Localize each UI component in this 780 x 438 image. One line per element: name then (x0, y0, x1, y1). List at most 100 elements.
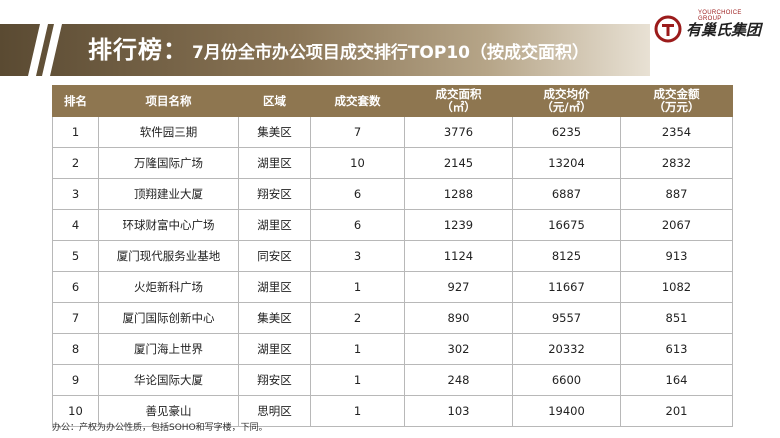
table-cell: 顶翔建业大厦 (98, 178, 239, 210)
table-cell: 7 (310, 116, 405, 148)
table-cell: 10 (310, 147, 405, 179)
footnote: 办公：产权为办公性质，包括SOHO和写字楼，下同。 (52, 423, 268, 433)
table-cell: 1 (52, 116, 99, 148)
table-cell: 5 (52, 240, 99, 272)
column-header: 排名 (52, 85, 99, 117)
table-cell: 环球财富中心广场 (98, 209, 239, 241)
table-cell: 1239 (404, 209, 513, 241)
table-cell: 1 (310, 333, 405, 365)
table-cell: 851 (620, 302, 733, 334)
title-sub: 7月份全市办公项目成交排行TOP10（按成交面积） (192, 43, 589, 63)
table-cell: 火炬新科广场 (98, 271, 239, 303)
table-row: 8 厦门海上世界 湖里区 1 302 20332 613 (52, 333, 733, 365)
column-header: 区域 (238, 85, 311, 117)
table-body: 1 软件园三期 集美区 7 3776 6235 2354 2 万隆国际广场 湖里区 10 2145 13… (52, 116, 733, 427)
table-cell: 6 (310, 209, 405, 241)
table-cell: 6887 (512, 178, 621, 210)
table-cell: 1124 (404, 240, 513, 272)
table-cell: 6600 (512, 364, 621, 396)
table-cell: 3776 (404, 116, 513, 148)
column-header: 成交均价 （元/㎡） (512, 85, 621, 117)
table-cell: 华论国际大厦 (98, 364, 239, 396)
table-cell: 1 (310, 395, 405, 427)
table-cell: 16675 (512, 209, 621, 241)
table-cell: 9557 (512, 302, 621, 334)
column-header: 成交金额 （万元） (620, 85, 733, 117)
column-header: 成交面积 （㎡） (404, 85, 513, 117)
table-row: 6 火炬新科广场 湖里区 1 927 11667 1082 (52, 271, 733, 303)
table-row: 1 软件园三期 集美区 7 3776 6235 2354 (52, 116, 733, 148)
company-logo: YOURCHOICE GROUP 有巢氏集团 (654, 10, 766, 43)
stripe-decoration-icon (28, 24, 62, 76)
table-cell: 8125 (512, 240, 621, 272)
table-header-row: 排名 项目名称 区域 成交套数 成交面积 （㎡） 成交均价 （元/㎡） 成交金额 （万元） (52, 85, 733, 117)
table-cell: 同安区 (238, 240, 311, 272)
table-cell: 164 (620, 364, 733, 396)
table-cell: 201 (620, 395, 733, 427)
table-cell: 翔安区 (238, 364, 311, 396)
table-row: 10 善见豪山 思明区 1 103 19400 201 (52, 395, 733, 427)
table-cell: 6235 (512, 116, 621, 148)
table-cell: 湖里区 (238, 209, 311, 241)
table-cell: 890 (404, 302, 513, 334)
logo-tagline: YOURCHOICE GROUP (698, 10, 742, 22)
table-cell: 19400 (512, 395, 621, 427)
table-cell: 厦门国际创新中心 (98, 302, 239, 334)
column-header: 项目名称 (98, 85, 239, 117)
table-cell: 4 (52, 209, 99, 241)
table-cell: 7 (52, 302, 99, 334)
table-cell: 善见豪山 (98, 395, 239, 427)
table-row: 4 环球财富中心广场 湖里区 6 1239 16675 2067 (52, 209, 733, 241)
table-cell: 8 (52, 333, 99, 365)
table-cell: 1 (310, 364, 405, 396)
table-cell: 2145 (404, 147, 513, 179)
table-cell: 927 (404, 271, 513, 303)
table-cell: 万隆国际广场 (98, 147, 239, 179)
table-cell: 集美区 (238, 116, 311, 148)
table-row: 9 华论国际大厦 翔安区 1 248 6600 164 (52, 364, 733, 396)
table-cell: 9 (52, 364, 99, 396)
table-cell: 13204 (512, 147, 621, 179)
logo-mark-icon (654, 15, 682, 43)
table-cell: 翔安区 (238, 178, 311, 210)
table-cell: 3 (310, 240, 405, 272)
page-title: 排行榜： 7月份全市办公项目成交排行TOP10（按成交面积） (88, 24, 589, 76)
title-banner: 排行榜： 7月份全市办公项目成交排行TOP10（按成交面积） (0, 24, 650, 76)
table-cell: 厦门现代服务业基地 (98, 240, 239, 272)
ranking-table: 排名 项目名称 区域 成交套数 成交面积 （㎡） 成交均价 （元/㎡） 成交金额 （万元） 1 软件… (52, 85, 733, 427)
table-cell: 6 (310, 178, 405, 210)
table-cell: 3 (52, 178, 99, 210)
table-cell: 软件园三期 (98, 116, 239, 148)
table-row: 2 万隆国际广场 湖里区 10 2145 13204 2832 (52, 147, 733, 179)
column-header: 成交套数 (310, 85, 405, 117)
table-cell: 厦门海上世界 (98, 333, 239, 365)
table-cell: 1082 (620, 271, 733, 303)
table-row: 7 厦门国际创新中心 集美区 2 890 9557 851 (52, 302, 733, 334)
table-cell: 20332 (512, 333, 621, 365)
table-cell: 613 (620, 333, 733, 365)
table-row: 3 顶翔建业大厦 翔安区 6 1288 6887 887 (52, 178, 733, 210)
table-cell: 913 (620, 240, 733, 272)
table-cell: 11667 (512, 271, 621, 303)
table-cell: 2832 (620, 147, 733, 179)
table-cell: 2 (310, 302, 405, 334)
table-cell: 103 (404, 395, 513, 427)
table-cell: 湖里区 (238, 333, 311, 365)
table-cell: 湖里区 (238, 271, 311, 303)
table-cell: 湖里区 (238, 147, 311, 179)
table-cell: 集美区 (238, 302, 311, 334)
table-cell: 2067 (620, 209, 733, 241)
table-cell: 2 (52, 147, 99, 179)
logo-name: 有巢氏集团 (686, 21, 762, 39)
table-cell: 302 (404, 333, 513, 365)
table-cell: 248 (404, 364, 513, 396)
title-main: 排行榜： (88, 36, 188, 64)
table-row: 5 厦门现代服务业基地 同安区 3 1124 8125 913 (52, 240, 733, 272)
table-cell: 1 (310, 271, 405, 303)
table-cell: 887 (620, 178, 733, 210)
table-cell: 6 (52, 271, 99, 303)
table-cell: 1288 (404, 178, 513, 210)
table-cell: 10 (52, 395, 99, 427)
table-cell: 思明区 (238, 395, 311, 427)
table-cell: 2354 (620, 116, 733, 148)
